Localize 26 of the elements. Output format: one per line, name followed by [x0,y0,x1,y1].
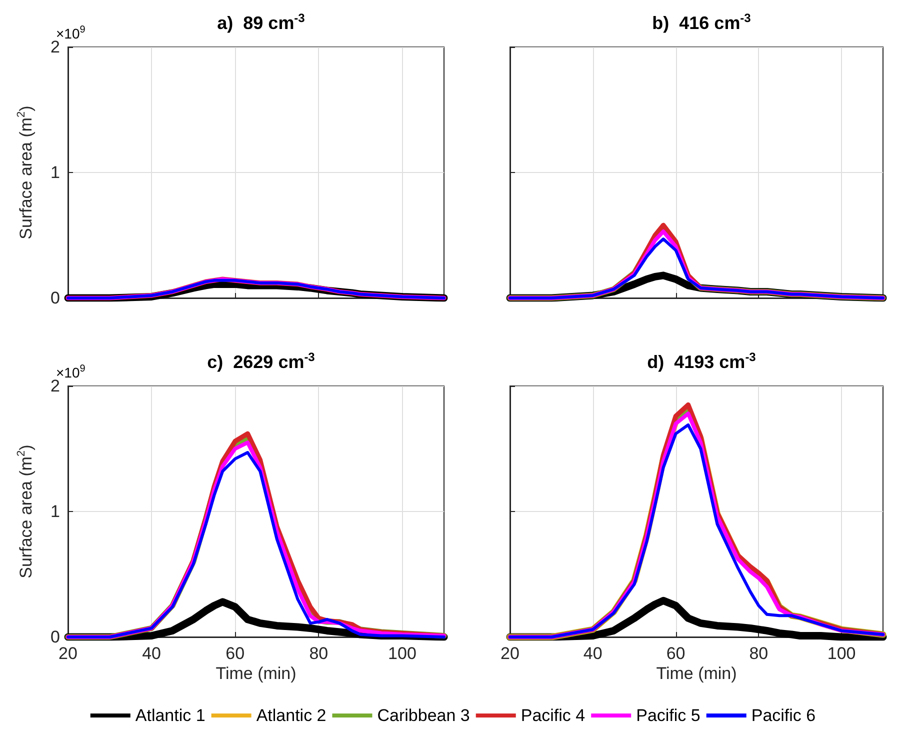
x-tick-label: 40 [142,644,162,663]
legend-label: Atlantic 2 [256,706,326,725]
y-tick-label: 2 [50,38,60,56]
x-tick-label: 100 [827,644,856,663]
legend-label: Atlantic 1 [135,706,206,725]
x-tick-label: 60 [226,644,245,663]
legend-label: Caribbean 3 [377,706,470,725]
y-axis-title: Surface area (m2) [16,444,36,578]
legend-label: Pacific 4 [520,706,586,725]
x-tick-label: 20 [58,644,78,663]
x-tick-label: 80 [749,644,768,663]
y-tick-label: 0 [50,628,60,646]
x-tick-label: 60 [666,644,686,663]
y-tick-label: 2 [50,376,60,396]
x-axis-title: Time (min) [656,664,737,683]
x-tick-label: 80 [309,644,328,663]
legend-label: Pacific 5 [636,706,700,725]
x-tick-label: 20 [500,644,520,663]
x-tick-label: 100 [388,644,416,663]
y-tick-label: 0 [50,288,60,308]
legend-label: Pacific 6 [751,706,816,725]
y-tick-label: 1 [50,163,60,182]
x-tick-label: 40 [583,644,602,663]
y-axis-title: Surface area (m2) [16,106,36,240]
x-axis-title: Time (min) [216,664,296,683]
y-tick-label: 1 [50,502,60,521]
